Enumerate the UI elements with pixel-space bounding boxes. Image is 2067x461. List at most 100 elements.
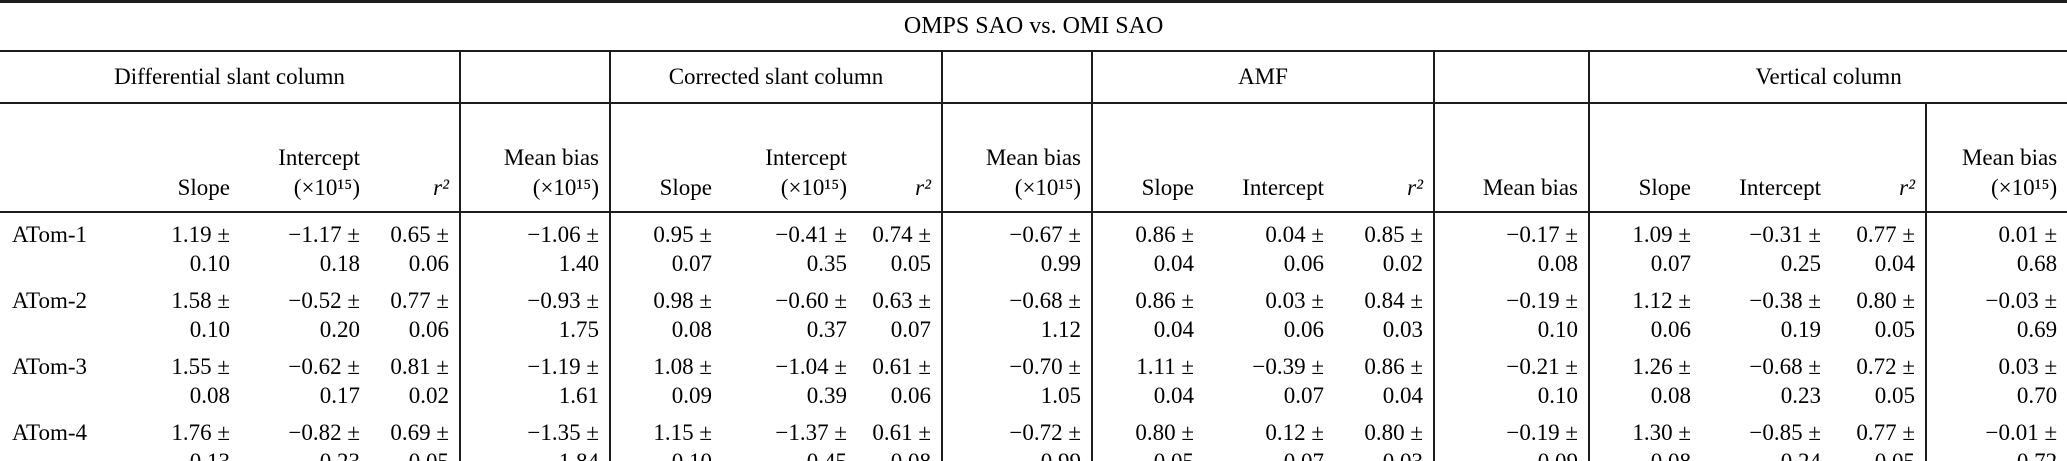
- cell-error: 0.68: [2016, 251, 2058, 277]
- cell-csc-intercept: −1.370.45: [722, 410, 857, 461]
- col-header-dsc-intercept: Intercept (×10¹⁵): [240, 103, 370, 213]
- table-row: ATom-2 1.580.10 −0.520.20 0.770.06 −0.93…: [0, 278, 2067, 345]
- cell-value: 1.58: [130, 286, 230, 315]
- cell-csc-meanbias: −0.670.99: [941, 212, 1093, 279]
- cell-amf-intercept: 0.040.06: [1204, 212, 1334, 279]
- cell-error: 0.05: [1874, 383, 1915, 409]
- cell-error: 0.06: [408, 317, 449, 343]
- cell-value: 0.04: [1204, 220, 1324, 249]
- col-header-vc-meanbias: Mean bias (×10¹⁵): [1924, 103, 2067, 213]
- table-body: ATom-1 1.190.10 −1.170.18 0.650.06 −1.06…: [0, 212, 2067, 461]
- cell-csc-meanbias: −0.720.99: [941, 410, 1093, 461]
- col-header-amf-intercept: Intercept: [1204, 103, 1334, 213]
- cell-value: −1.35: [461, 418, 599, 447]
- cell-value: −0.82: [240, 418, 360, 447]
- cell-error: 0.02: [1382, 251, 1423, 277]
- cell-error: 0.13: [130, 447, 230, 461]
- cell-value: −0.01: [1927, 418, 2057, 447]
- cell-value: 0.63: [857, 286, 931, 315]
- cell-value: 0.69: [370, 418, 449, 447]
- cell-amf-slope: 0.860.04: [1092, 279, 1204, 345]
- cell-error: 0.08: [1650, 383, 1691, 409]
- cell-vc-intercept: −0.680.23: [1701, 345, 1831, 411]
- cell-error: 0.03: [1334, 447, 1423, 461]
- cell-error: 0.04: [1153, 251, 1194, 277]
- col-header-dsc-meanbias: Mean bias (×10¹⁵): [459, 103, 611, 213]
- cell-csc-r2: 0.630.07: [857, 279, 942, 345]
- cell-value: −0.19: [1435, 286, 1578, 315]
- cell-error: 0.06: [1283, 317, 1324, 343]
- col-header-amf-r2: r²: [1334, 103, 1434, 213]
- cell-error: 0.19: [1780, 317, 1821, 343]
- cell-error: 0.25: [1780, 251, 1821, 277]
- col-header-vc-intercept: Intercept: [1701, 103, 1831, 213]
- cell-value: 0.84: [1334, 286, 1423, 315]
- cell-error: 0.06: [890, 383, 931, 409]
- cell-value: 0.01: [1927, 220, 2057, 249]
- cell-vc-r2: 0.770.05: [1831, 410, 1926, 461]
- cell-value: −0.68: [943, 286, 1081, 315]
- cell-vc-slope: 1.300.08: [1589, 410, 1701, 461]
- cell-error: 0.04: [1874, 251, 1915, 277]
- cell-error: 0.39: [806, 383, 847, 409]
- cell-dsc-intercept: −0.820.23: [240, 410, 370, 461]
- cell-amf-slope: 1.110.04: [1092, 345, 1204, 411]
- cell-error: 0.23: [1780, 383, 1821, 409]
- cell-csc-slope: 0.950.07: [610, 212, 722, 279]
- cell-error: 0.08: [1537, 251, 1578, 277]
- cell-vc-intercept: −0.380.19: [1701, 279, 1831, 345]
- table-row: ATom-3 1.550.08 −0.620.17 0.810.02 −1.19…: [0, 344, 2067, 411]
- cell-value: −0.31: [1701, 220, 1821, 249]
- cell-error: 0.23: [240, 447, 360, 461]
- cell-error: 0.05: [1831, 447, 1915, 461]
- cell-value: 1.09: [1590, 220, 1691, 249]
- cell-error: 0.08: [857, 447, 931, 461]
- cell-dsc-slope: 1.190.10: [130, 212, 240, 279]
- cell-value: −0.60: [722, 286, 847, 315]
- cell-error: 0.18: [319, 251, 360, 277]
- table-title-row: OMPS SAO vs. OMI SAO: [0, 0, 2067, 52]
- cell-dsc-r2: 0.690.05: [370, 410, 460, 461]
- cell-amf-meanbias: −0.170.08: [1433, 212, 1590, 279]
- cell-error: 0.07: [671, 251, 712, 277]
- col-header-dsc-slope: Slope: [130, 103, 240, 213]
- cell-dsc-meanbias: −1.061.40: [459, 212, 611, 279]
- cell-value: 0.80: [1831, 286, 1915, 315]
- cell-error: 0.07: [1283, 383, 1324, 409]
- cell-amf-slope: 0.860.04: [1092, 212, 1204, 279]
- cell-amf-r2: 0.840.03: [1334, 279, 1434, 345]
- cell-value: 1.26: [1590, 352, 1691, 381]
- cell-error: 0.37: [806, 317, 847, 343]
- cell-error: 0.06: [1650, 317, 1691, 343]
- cell-error: 0.04: [1382, 383, 1423, 409]
- col-header-csc-meanbias: Mean bias (×10¹⁵): [941, 103, 1093, 213]
- group-header-corrected-slant-column: Corrected slant column: [610, 51, 942, 104]
- cell-dsc-intercept: −1.170.18: [240, 212, 370, 279]
- cell-error: 0.09: [1435, 447, 1578, 461]
- cell-csc-r2: 0.610.08: [857, 410, 942, 461]
- cell-value: 0.86: [1093, 220, 1194, 249]
- cell-error: 0.72: [1927, 447, 2057, 461]
- cell-error: 0.07: [890, 317, 931, 343]
- cell-csc-r2: 0.610.06: [857, 345, 942, 411]
- cell-vc-slope: 1.120.06: [1589, 279, 1701, 345]
- cell-value: −0.70: [943, 352, 1081, 381]
- cell-dsc-intercept: −0.620.17: [240, 345, 370, 411]
- cell-csc-meanbias: −0.701.05: [941, 344, 1093, 411]
- cell-error: 0.07: [1204, 447, 1324, 461]
- col-header-amf-slope: Slope: [1092, 103, 1204, 213]
- cell-value: 0.98: [611, 286, 712, 315]
- cell-error: 0.10: [611, 447, 712, 461]
- cell-value: 0.81: [370, 352, 449, 381]
- cell-amf-meanbias: −0.190.09: [1433, 410, 1590, 461]
- cell-vc-r2: 0.720.05: [1831, 345, 1926, 411]
- cell-error: 0.20: [319, 317, 360, 343]
- cell-value: −0.72: [943, 418, 1081, 447]
- cell-error: 0.08: [671, 317, 712, 343]
- group-header-vertical-column: Vertical column: [1589, 51, 2067, 104]
- col-header-amf-meanbias: Mean bias: [1433, 103, 1590, 213]
- cell-value: 0.80: [1334, 418, 1423, 447]
- cell-value: 0.85: [1334, 220, 1423, 249]
